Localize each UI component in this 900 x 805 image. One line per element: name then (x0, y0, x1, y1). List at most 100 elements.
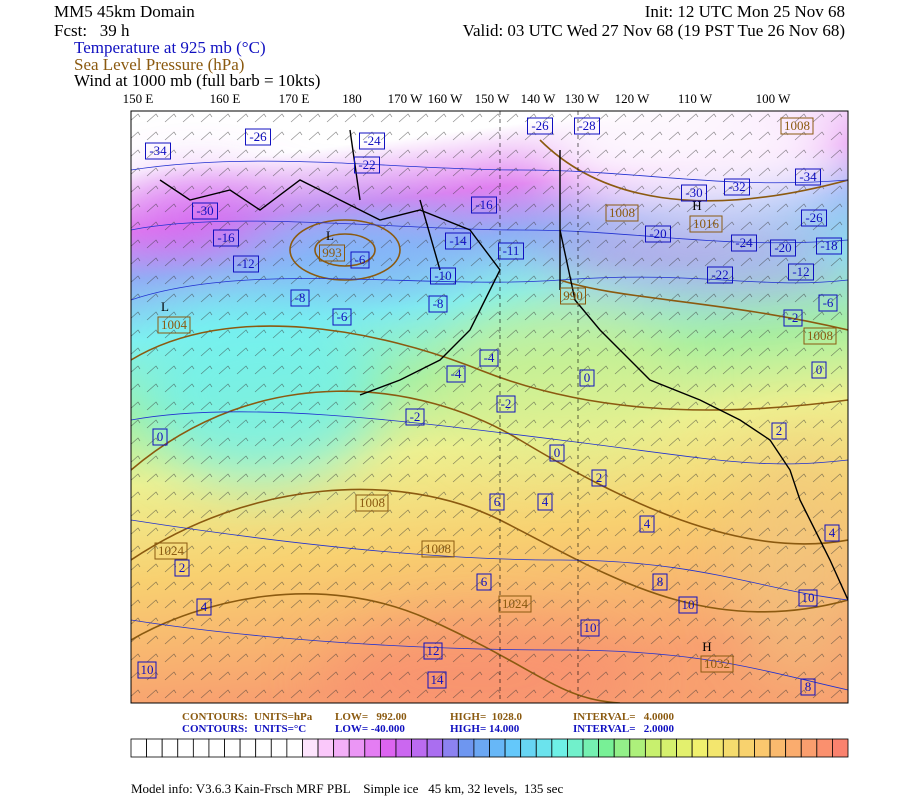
temperature-label-box (783, 309, 803, 327)
temperature-label: 0 (157, 429, 164, 444)
color-bar-box (395, 738, 412, 758)
temperature-label: -16 (217, 230, 235, 245)
color-bar-box (489, 738, 506, 758)
color-bar-box (832, 738, 849, 758)
temperature-label: -11 (503, 243, 520, 258)
temperature-label-box (350, 251, 370, 269)
temperature-label: 8 (657, 574, 664, 589)
temperature-label: -20 (774, 240, 791, 255)
title: MM5 45km Domain (54, 2, 195, 21)
temperature-label-box (430, 267, 456, 285)
temperature-label: 2 (776, 423, 783, 438)
pressure-label-box (157, 316, 191, 334)
temperature-label: -4 (484, 350, 495, 365)
temperature-label: -2 (501, 396, 512, 411)
temperature-label: -6 (337, 309, 348, 324)
longitude-label: 180 (342, 91, 362, 106)
color-bar-box (302, 738, 319, 758)
pressure-label-box (689, 215, 723, 233)
temperature-label: -26 (531, 118, 549, 133)
color-bar-box (551, 738, 568, 758)
model-info: Model info: V3.6.3 Kain-Frsch MRF PBL Si… (131, 781, 563, 796)
pressure-contour-info: UNITS=hPa (254, 711, 313, 723)
color-bar-box (676, 738, 693, 758)
temperature-label-box (811, 361, 827, 379)
temperature-label: -26 (805, 210, 823, 225)
color-bar-box (192, 738, 210, 758)
temperature-label-box (591, 469, 607, 487)
temperature-label-box (498, 242, 524, 260)
temperature-label: -22 (711, 267, 728, 282)
color-bar-box (411, 738, 428, 758)
temperature-label-box (476, 573, 492, 591)
color-bar-box (629, 738, 646, 758)
temperature-label: -2 (788, 310, 799, 325)
color-bar-box (224, 738, 241, 758)
color-bar-box (364, 738, 381, 758)
temperature-label-box (795, 168, 821, 186)
forecast: Fcst: 39 h (54, 21, 130, 40)
temperature-label: 8 (805, 679, 812, 694)
color-bar-box (442, 738, 459, 758)
temperature-label-box (471, 196, 497, 214)
color-bar-box (722, 738, 740, 758)
color-bar-box (504, 738, 522, 758)
temperature-label-box (652, 573, 668, 591)
temperature-label: -6 (823, 295, 834, 310)
temperature-label-box (145, 142, 171, 160)
temperature-label-box (801, 209, 827, 227)
temperature-contour-info: UNITS=°C (254, 723, 306, 735)
legend-pressure: Sea Level Pressure (hPa) (74, 55, 244, 74)
wind-barbs (131, 111, 848, 703)
temperature-label-box (245, 128, 271, 146)
temperature-label-box (816, 237, 842, 255)
temperature-label-box (527, 117, 553, 135)
pressure-contour-info: HIGH= 1028.0 (450, 711, 522, 723)
temperature-label: -12 (237, 256, 254, 271)
color-bar-box (816, 738, 833, 758)
pressure-label: 1024 (502, 596, 529, 611)
pressure-label: 1016 (693, 216, 720, 231)
temperature-label-box (446, 365, 466, 383)
init-time: Init: 12 UTC Mon 25 Nov 68 (645, 2, 845, 21)
temperature-label: 12 (427, 643, 440, 658)
longitude-label: 130 W (565, 91, 601, 106)
temperature-label: -8 (295, 290, 306, 305)
temperature-contour-info: HIGH= 14.000 (450, 723, 520, 735)
map-frame (130, 110, 849, 704)
temperature-label: 0 (554, 445, 561, 460)
pressure-label-box (700, 655, 734, 673)
pressure-label: 1008 (807, 328, 833, 343)
temperature-label-box (681, 184, 707, 202)
temperature-label-box (639, 515, 655, 533)
temperature-label-box (580, 619, 600, 637)
temperature-label-box (332, 308, 352, 326)
temperature-label: 10 (802, 590, 815, 605)
temperature-label-box (645, 225, 671, 243)
pressure-center: L (161, 299, 169, 314)
pressure-label-box (355, 494, 389, 512)
color-bar-box (582, 738, 600, 758)
color-bar-box (379, 738, 397, 758)
color-bar-box (457, 738, 475, 758)
temperature-label: -24 (363, 133, 381, 148)
temperature-label-box (213, 229, 239, 247)
temperature-label-box (359, 132, 385, 150)
temperature-label: 4 (542, 494, 549, 509)
color-bar-box (333, 738, 350, 758)
color-bar-box (255, 738, 272, 758)
color-bar-box (785, 738, 802, 758)
pressure-label: 990 (563, 288, 583, 303)
temperature-label: 6 (494, 494, 501, 509)
pressure-label: 1004 (161, 317, 188, 332)
temperature-label-box (800, 678, 816, 696)
color-bar-box (473, 738, 490, 758)
temperature-label-box (192, 202, 218, 220)
color-bar-box (348, 738, 366, 758)
pressure-label: 1008 (359, 495, 385, 510)
temperature-contour-info: CONTOURS: (182, 723, 248, 735)
color-bar-box (800, 738, 818, 758)
temperature-label-box (788, 263, 814, 281)
color-bar-box (707, 738, 724, 758)
